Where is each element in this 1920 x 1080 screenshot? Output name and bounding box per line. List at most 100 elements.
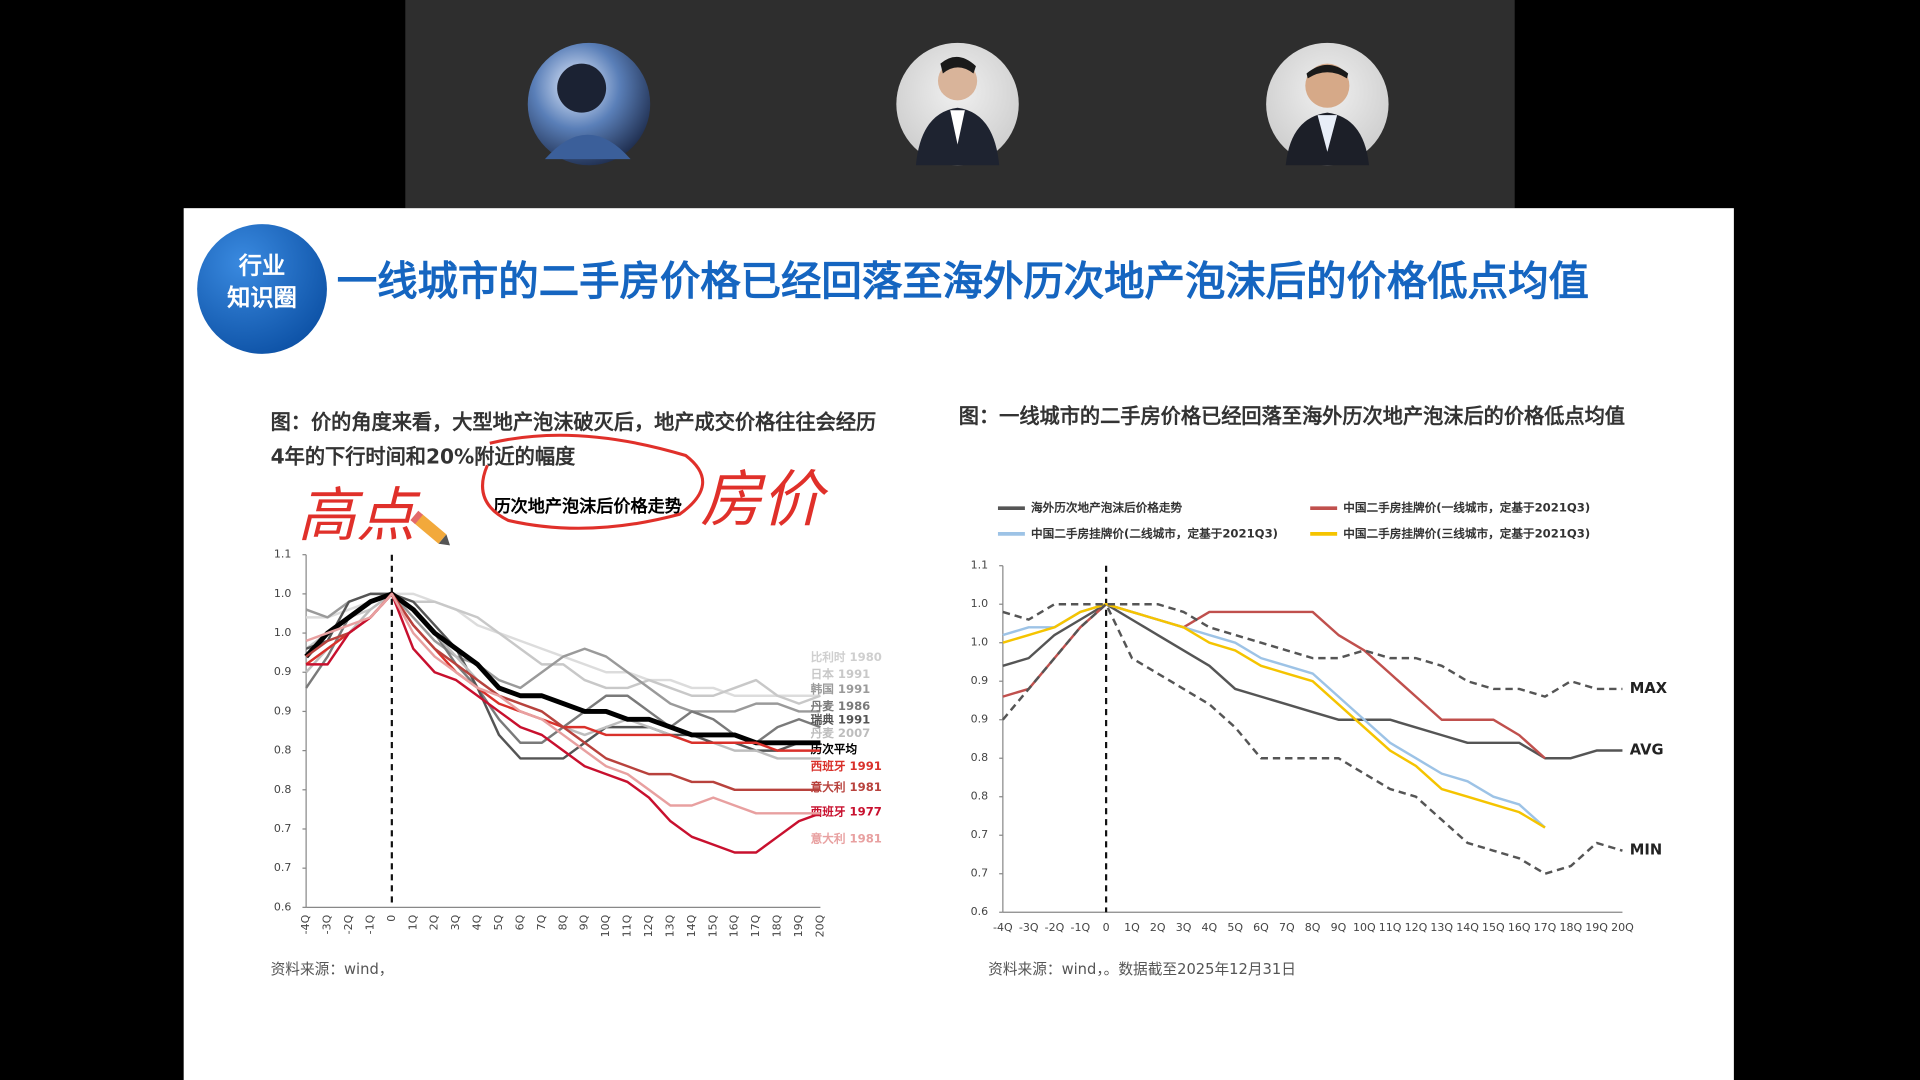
- y-tick-label: 0.7: [971, 828, 989, 841]
- x-tick-label: 13Q: [663, 914, 676, 937]
- x-tick-label: 14Q: [685, 914, 698, 937]
- y-tick-label: 0.6: [274, 900, 292, 913]
- x-tick-label: 3Q: [1176, 921, 1192, 934]
- x-tick-label: -2Q: [1045, 921, 1065, 934]
- y-tick-label: 0.7: [274, 861, 292, 874]
- x-tick-label: 10Q: [1353, 921, 1376, 934]
- legend-label: 中国二手房挂牌价(一线城市，定基于2021Q3): [1343, 501, 1590, 515]
- caption: 图：价的角度来看，大型地产泡沫破灭后，地产成交价格往往会经历: [271, 410, 877, 434]
- chart-title: 历次地产泡沫后价格走势: [494, 496, 682, 517]
- x-tick-label: 10Q: [599, 914, 612, 937]
- avatar[interactable]: [527, 42, 651, 166]
- badge-text: 知识圈: [227, 284, 297, 311]
- x-tick-label: 2Q: [1150, 921, 1166, 934]
- y-tick-label: 0.8: [971, 751, 989, 764]
- x-tick-label: 14Q: [1456, 921, 1479, 934]
- legend-label: 中国二手房挂牌价(二线城市，定基于2021Q3): [1031, 526, 1278, 540]
- x-tick-label: 13Q: [1430, 921, 1453, 934]
- series-line: [1002, 602, 1546, 829]
- series-label: 韩国 1991: [811, 682, 871, 696]
- y-tick-label: 0.8: [971, 790, 989, 803]
- series-line: [305, 592, 821, 815]
- series-label: 西班牙 1991: [811, 759, 882, 773]
- series-label: 瑞典 1991: [811, 713, 871, 727]
- slide-title: 一线城市的二手房价格已经回落至海外历次地产泡沫后的价格低点均值: [337, 257, 1589, 305]
- x-tick-label: 18Q: [771, 914, 784, 937]
- source: 资料来源：wind，: [271, 961, 394, 978]
- x-tick-label: 11Q: [621, 914, 634, 937]
- x-tick-label: 1Q: [406, 914, 419, 930]
- series-label: 意大利 1981: [811, 780, 882, 794]
- x-tick-label: 15Q: [1482, 921, 1505, 934]
- y-tick-label: 0.8: [274, 783, 292, 796]
- x-tick-label: 4Q: [471, 914, 484, 930]
- y-tick-label: 0.9: [971, 674, 989, 687]
- x-tick-label: -4Q: [299, 914, 312, 934]
- avatar[interactable]: [1266, 42, 1389, 166]
- pencil-cursor: [410, 510, 450, 546]
- y-tick-label: 0.9: [274, 665, 292, 678]
- legend-label: 中国二手房挂牌价(三线城市，定基于2021Q3): [1343, 526, 1590, 540]
- y-tick-label: 1.1: [274, 548, 292, 561]
- end-label: MIN: [1630, 842, 1662, 859]
- x-tick-label: -1Q: [363, 914, 376, 934]
- end-label: AVG: [1630, 742, 1664, 759]
- caption: 4年的下行时间和20%附近的幅度: [271, 444, 576, 468]
- y-tick-label: 1.1: [971, 559, 989, 572]
- x-tick-label: -4Q: [993, 921, 1013, 934]
- x-tick-label: 7Q: [535, 914, 548, 930]
- x-tick-label: 19Q: [792, 914, 805, 937]
- badge: [197, 224, 327, 354]
- x-tick-label: -3Q: [1019, 921, 1039, 934]
- x-tick-label: 5Q: [1227, 921, 1243, 934]
- handwriting: 高点: [298, 480, 422, 549]
- end-label: MAX: [1630, 680, 1668, 697]
- y-tick-label: 0.9: [274, 704, 292, 717]
- series-line: [1001, 602, 1623, 875]
- x-tick-label: 11Q: [1379, 921, 1402, 934]
- series-label: 意大利 1981: [811, 831, 882, 845]
- x-tick-label: 9Q: [1331, 921, 1347, 934]
- x-tick-label: 7Q: [1279, 921, 1295, 934]
- y-tick-label: 1.0: [274, 587, 292, 600]
- x-tick-label: -3Q: [321, 914, 334, 934]
- x-tick-label: 1Q: [1124, 921, 1140, 934]
- series-label: 丹麦 2007: [811, 726, 871, 740]
- x-tick-label: 9Q: [578, 914, 591, 930]
- slide: [183, 208, 1734, 1080]
- x-tick-label: 6Q: [513, 914, 526, 930]
- source: 资料来源：wind，。数据截至2025年12月31日: [988, 961, 1296, 978]
- y-tick-label: 1.0: [274, 626, 292, 639]
- x-tick-label: 4Q: [1202, 921, 1218, 934]
- x-tick-label: 3Q: [449, 914, 462, 930]
- x-tick-label: 19Q: [1585, 921, 1608, 934]
- x-tick-label: 12Q: [642, 914, 655, 937]
- series-label: 比利时 1980: [811, 650, 882, 664]
- x-tick-label: 8Q: [1305, 921, 1321, 934]
- ink-circle: [481, 433, 705, 530]
- y-tick-label: 1.0: [971, 636, 989, 649]
- x-tick-label: 18Q: [1559, 921, 1582, 934]
- x-tick-label: 20Q: [1611, 921, 1634, 934]
- y-tick-label: 0.9: [971, 713, 989, 726]
- x-tick-label: 0: [1103, 921, 1110, 934]
- series-label: 西班牙 1977: [811, 804, 882, 818]
- x-tick-label: 5Q: [492, 914, 505, 930]
- series-label: 日本 1991: [811, 667, 871, 681]
- y-tick-label: 0.8: [274, 744, 292, 757]
- y-tick-label: 0.7: [971, 867, 989, 880]
- x-tick-label: 8Q: [556, 914, 569, 930]
- y-tick-label: 1.0: [971, 597, 989, 610]
- x-tick-label: 17Q: [1534, 921, 1557, 934]
- handwriting: 房价: [700, 465, 828, 536]
- x-tick-label: 16Q: [1508, 921, 1531, 934]
- x-tick-label: 20Q: [813, 914, 826, 937]
- x-tick-label: 16Q: [728, 914, 741, 937]
- x-tick-label: -2Q: [342, 914, 355, 934]
- x-tick-label: 0: [385, 915, 398, 922]
- x-tick-label: 6Q: [1253, 921, 1269, 934]
- avatar[interactable]: [896, 42, 1019, 166]
- series-label: 丹麦 1986: [811, 699, 871, 713]
